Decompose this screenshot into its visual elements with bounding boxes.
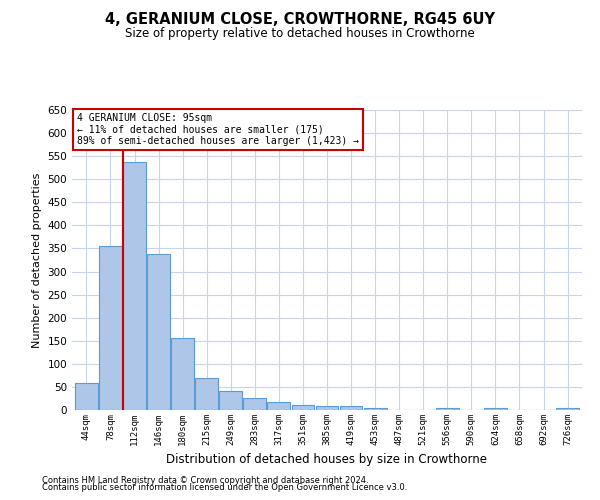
Text: Size of property relative to detached houses in Crowthorne: Size of property relative to detached ho… (125, 28, 475, 40)
Bar (292, 406, 314, 410)
Text: 4, GERANIUM CLOSE, CROWTHORNE, RG45 6UY: 4, GERANIUM CLOSE, CROWTHORNE, RG45 6UY (105, 12, 495, 28)
Text: Contains HM Land Registry data © Crown copyright and database right 2024.: Contains HM Land Registry data © Crown c… (42, 476, 368, 485)
Bar (147, 254, 170, 410)
Y-axis label: Number of detached properties: Number of detached properties (32, 172, 42, 348)
X-axis label: Distribution of detached houses by size in Crowthorne: Distribution of detached houses by size … (167, 454, 487, 466)
Bar (220, 390, 242, 410)
Bar (556, 408, 579, 410)
Bar (99, 246, 122, 410)
Bar (316, 406, 338, 410)
Bar (268, 402, 290, 410)
Bar (75, 383, 98, 410)
Bar (364, 408, 386, 410)
Bar (171, 338, 194, 410)
Bar (484, 408, 507, 410)
Bar (195, 378, 218, 410)
Text: 4 GERANIUM CLOSE: 95sqm
← 11% of detached houses are smaller (175)
89% of semi-d: 4 GERANIUM CLOSE: 95sqm ← 11% of detache… (77, 113, 359, 146)
Bar (244, 398, 266, 410)
Bar (123, 162, 146, 410)
Text: Contains public sector information licensed under the Open Government Licence v3: Contains public sector information licen… (42, 484, 407, 492)
Bar (436, 408, 459, 410)
Bar (340, 406, 362, 410)
